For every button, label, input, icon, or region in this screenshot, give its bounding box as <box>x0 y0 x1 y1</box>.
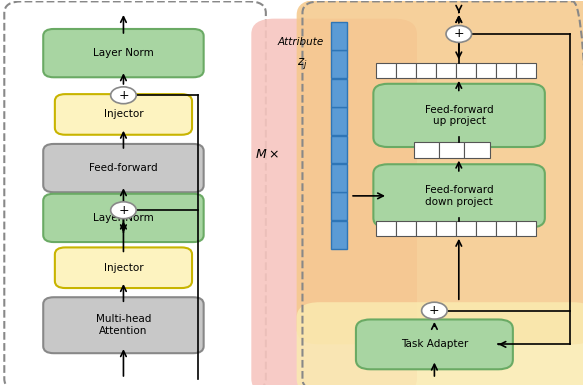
Bar <box>376 63 397 78</box>
Text: +: + <box>118 89 128 102</box>
FancyBboxPatch shape <box>331 164 347 192</box>
FancyBboxPatch shape <box>331 79 347 107</box>
FancyBboxPatch shape <box>43 144 204 192</box>
Bar <box>476 220 496 236</box>
Circle shape <box>110 87 136 104</box>
Circle shape <box>446 25 472 42</box>
Bar <box>476 63 496 78</box>
FancyBboxPatch shape <box>43 297 204 353</box>
Text: $z_j$: $z_j$ <box>297 56 308 71</box>
Text: +: + <box>118 204 128 217</box>
FancyBboxPatch shape <box>331 22 347 50</box>
Text: Multi-head
Attention: Multi-head Attention <box>96 315 151 336</box>
Text: Injector: Injector <box>103 263 143 273</box>
FancyBboxPatch shape <box>55 94 192 135</box>
Text: Attribute: Attribute <box>277 37 324 47</box>
Text: Layer Norm: Layer Norm <box>93 48 154 58</box>
FancyBboxPatch shape <box>43 194 204 242</box>
FancyBboxPatch shape <box>55 247 192 288</box>
Text: Feed-forward
down project: Feed-forward down project <box>425 185 493 207</box>
Text: Layer Norm: Layer Norm <box>93 213 154 223</box>
FancyBboxPatch shape <box>297 0 584 344</box>
FancyBboxPatch shape <box>251 19 417 386</box>
FancyBboxPatch shape <box>331 192 347 220</box>
FancyBboxPatch shape <box>356 320 513 369</box>
FancyBboxPatch shape <box>43 29 204 77</box>
Circle shape <box>110 202 136 219</box>
Bar <box>464 142 489 158</box>
FancyBboxPatch shape <box>373 84 545 147</box>
Bar <box>436 220 456 236</box>
Bar <box>456 220 476 236</box>
Bar <box>439 142 464 158</box>
Bar <box>496 220 516 236</box>
Bar <box>456 63 476 78</box>
FancyBboxPatch shape <box>331 220 347 249</box>
Circle shape <box>422 302 447 319</box>
Text: Injector: Injector <box>103 110 143 119</box>
FancyBboxPatch shape <box>331 135 347 164</box>
Bar <box>516 63 536 78</box>
Bar <box>414 142 439 158</box>
FancyBboxPatch shape <box>297 302 584 386</box>
Bar <box>397 63 416 78</box>
Bar <box>496 63 516 78</box>
FancyBboxPatch shape <box>331 51 347 78</box>
Text: Feed-forward: Feed-forward <box>89 163 158 173</box>
Text: +: + <box>454 27 464 41</box>
FancyBboxPatch shape <box>331 107 347 135</box>
Bar <box>397 220 416 236</box>
Bar <box>416 220 436 236</box>
Text: Feed-forward
up project: Feed-forward up project <box>425 105 493 126</box>
Text: +: + <box>429 304 440 317</box>
Text: $M\times$: $M\times$ <box>255 148 279 161</box>
Bar <box>376 220 397 236</box>
Text: Task Adapter: Task Adapter <box>401 339 468 349</box>
Bar <box>516 220 536 236</box>
Bar <box>416 63 436 78</box>
FancyBboxPatch shape <box>373 164 545 227</box>
Bar <box>436 63 456 78</box>
